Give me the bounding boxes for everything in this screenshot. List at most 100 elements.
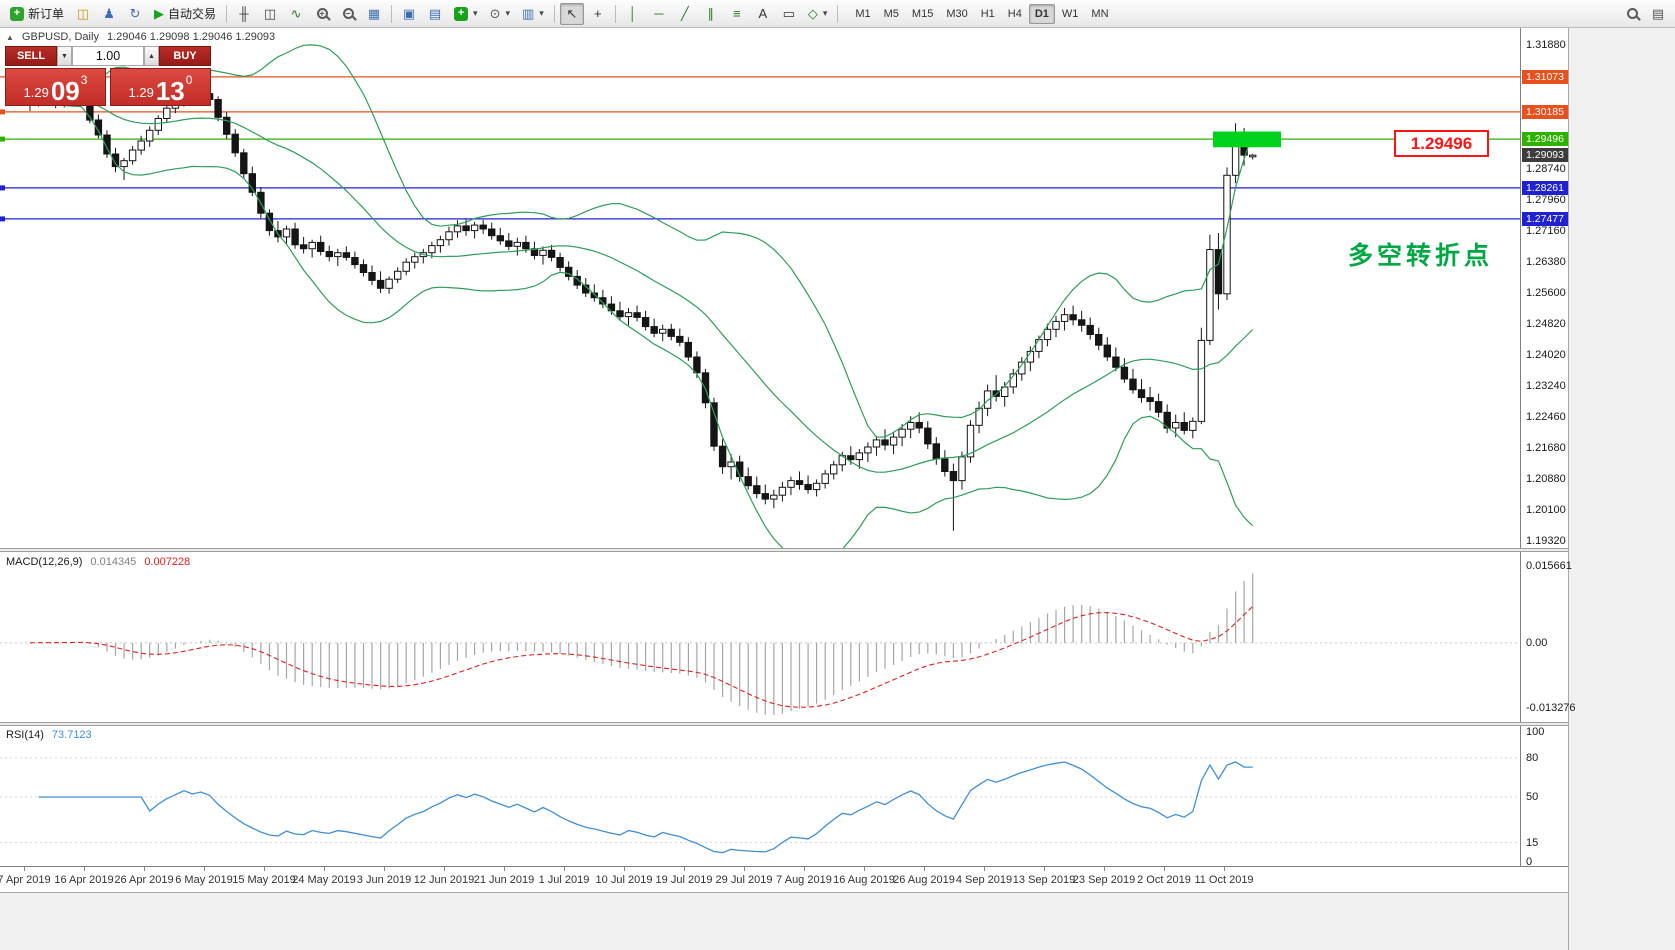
sell-button[interactable]: SELL: [5, 46, 57, 66]
search-button[interactable]: [1620, 3, 1644, 25]
macd-scale-label: 0.00: [1526, 636, 1548, 649]
one-click-collapse-icon[interactable]: ▲: [6, 32, 14, 42]
profiles-button[interactable]: ♟: [97, 3, 121, 25]
rsi-scale-label: 100: [1526, 726, 1545, 738]
price-axis-label: 1.25600: [1526, 286, 1566, 299]
rsi-scale-label: 50: [1526, 791, 1539, 803]
date-axis-label: 16 Aug 2019: [833, 874, 895, 886]
date-tick: [384, 867, 385, 871]
chevron-down-icon: ▾: [539, 8, 544, 18]
price-axis-label: 1.22460: [1526, 410, 1566, 423]
timeframe-m30[interactable]: M30: [940, 4, 973, 24]
panel-splitter[interactable]: [0, 722, 1568, 726]
timeframe-m5[interactable]: M5: [878, 4, 905, 24]
timeframe-h1[interactable]: H1: [975, 4, 1001, 24]
workspace-filler-bottom: [0, 892, 1568, 950]
buy-button[interactable]: BUY: [159, 46, 211, 66]
price-axis-label: 1.24020: [1526, 349, 1566, 362]
trendline-button[interactable]: ╱: [673, 3, 697, 25]
price-axis-label: 1.20100: [1526, 504, 1566, 517]
trendline-icon: ╱: [680, 6, 689, 21]
date-tick: [924, 867, 925, 871]
new-chart-button[interactable]: ◫: [71, 3, 95, 25]
channel-button[interactable]: ∥: [699, 3, 723, 25]
date-tick: [264, 867, 265, 871]
new-order-button[interactable]: + 新订单: [5, 3, 69, 25]
zoom-out-button[interactable]: −: [336, 3, 360, 25]
date-tick: [804, 867, 805, 871]
date-axis-label: 21 Jun 2019: [473, 874, 535, 886]
templates-button[interactable]: ▥ ▾: [517, 3, 549, 25]
macd-scale-label: -0.013276: [1526, 701, 1576, 714]
refresh-icon: ↻: [129, 6, 141, 21]
text-button[interactable]: A: [751, 3, 775, 25]
rsi-scale-label: 15: [1526, 836, 1539, 849]
periods-button[interactable]: ⊙ ▾: [485, 3, 515, 25]
horizontal-level-lines: [0, 76, 1520, 220]
panels-button[interactable]: ▤: [1646, 3, 1670, 25]
profiles-icon: ♟: [103, 6, 115, 21]
autotrading-button-label: 自动交易: [168, 7, 217, 21]
toolbar-separator: [614, 4, 616, 23]
workspace-filler-right: [1568, 28, 1675, 950]
cursor-button[interactable]: ↖: [559, 2, 584, 25]
date-tick: [504, 867, 505, 871]
macd-panel: [0, 552, 1520, 722]
bar-chart-button[interactable]: ╫: [232, 3, 256, 25]
fibonacci-button[interactable]: ≡: [725, 3, 749, 25]
date-axis-label: 13 Sep 2019: [1012, 874, 1076, 886]
macd-scale-label: 0.015661: [1526, 560, 1572, 572]
shapes-button[interactable]: ◇ ▾: [803, 3, 833, 25]
date-tick: [1044, 867, 1045, 871]
timeframe-w1[interactable]: W1: [1056, 4, 1085, 24]
timeframe-h4[interactable]: H4: [1002, 4, 1028, 24]
buy-price-panel[interactable]: 1.29 13 0: [110, 68, 211, 106]
volume-decrease-button[interactable]: ▼: [57, 46, 72, 66]
date-tick: [684, 867, 685, 871]
zoom-in-button[interactable]: +: [310, 3, 334, 25]
text-label-button[interactable]: ▭: [777, 3, 801, 25]
macd-main-value: 0.014345: [90, 556, 137, 568]
rsi-scale-label: 0: [1526, 856, 1533, 868]
timeframe-m15[interactable]: M15: [906, 4, 939, 24]
macd-histogram: [29, 573, 1254, 715]
volume-input[interactable]: 1.00: [72, 46, 144, 66]
cascade-windows-button[interactable]: ▤: [423, 3, 447, 25]
sell-price-point: 3: [80, 73, 88, 87]
crosshair-button[interactable]: +: [586, 3, 610, 25]
price-callout-box: 1.29496: [1394, 130, 1489, 157]
candlestick-chart-button[interactable]: ◫: [258, 3, 282, 25]
date-tick: [1224, 867, 1225, 871]
indicators-add-icon: +: [454, 6, 469, 21]
price-axis-label: 1.28740: [1526, 162, 1566, 175]
date-axis-label: 6 May 2019: [175, 874, 233, 886]
price-axis[interactable]: 1.31880 1.28740 1.27960 1.27160 1.26380 1.256…: [1520, 28, 1576, 868]
price-axis-label: 1.19320: [1526, 534, 1566, 547]
tile-windows-button[interactable]: ▣: [397, 3, 421, 25]
refresh-button[interactable]: ↻: [123, 3, 147, 25]
rsi-scale-label: 80: [1526, 752, 1539, 764]
autotrading-button[interactable]: ▶ 自动交易: [149, 3, 221, 25]
vertical-line-button[interactable]: │: [621, 3, 645, 25]
timeframe-d1[interactable]: D1: [1028, 3, 1055, 24]
timeframe-mn[interactable]: MN: [1085, 4, 1114, 24]
horizontal-line-button[interactable]: ─: [647, 3, 671, 25]
macd-signal-line: [29, 606, 1254, 708]
auto-arrange-button[interactable]: ▦: [362, 3, 386, 25]
candlestick-icon: ◫: [263, 6, 277, 21]
date-axis-label: 23 Sep 2019: [1072, 874, 1136, 886]
indicators-button[interactable]: + ▾: [449, 3, 483, 25]
date-axis[interactable]: 7 Apr 2019 16 Apr 2019 26 Apr 2019 6 May 20…: [0, 866, 1568, 892]
timeframe-m1[interactable]: M1: [849, 4, 876, 24]
date-axis-label: 7 Apr 2019: [0, 874, 51, 886]
date-tick: [744, 867, 745, 871]
vertical-line-icon: │: [628, 6, 637, 21]
chevron-down-icon: ▾: [473, 8, 478, 18]
volume-increase-button[interactable]: ▲: [144, 46, 159, 66]
cursor-icon: ↖: [566, 6, 578, 21]
sell-price-panel[interactable]: 1.29 09 3: [5, 68, 106, 106]
panel-splitter[interactable]: [0, 548, 1568, 552]
chart-header: ▲ GBPUSD, Daily 1.29046 1.29098 1.29046 …: [6, 31, 275, 43]
date-tick: [624, 867, 625, 871]
line-chart-button[interactable]: ∿: [284, 3, 308, 25]
